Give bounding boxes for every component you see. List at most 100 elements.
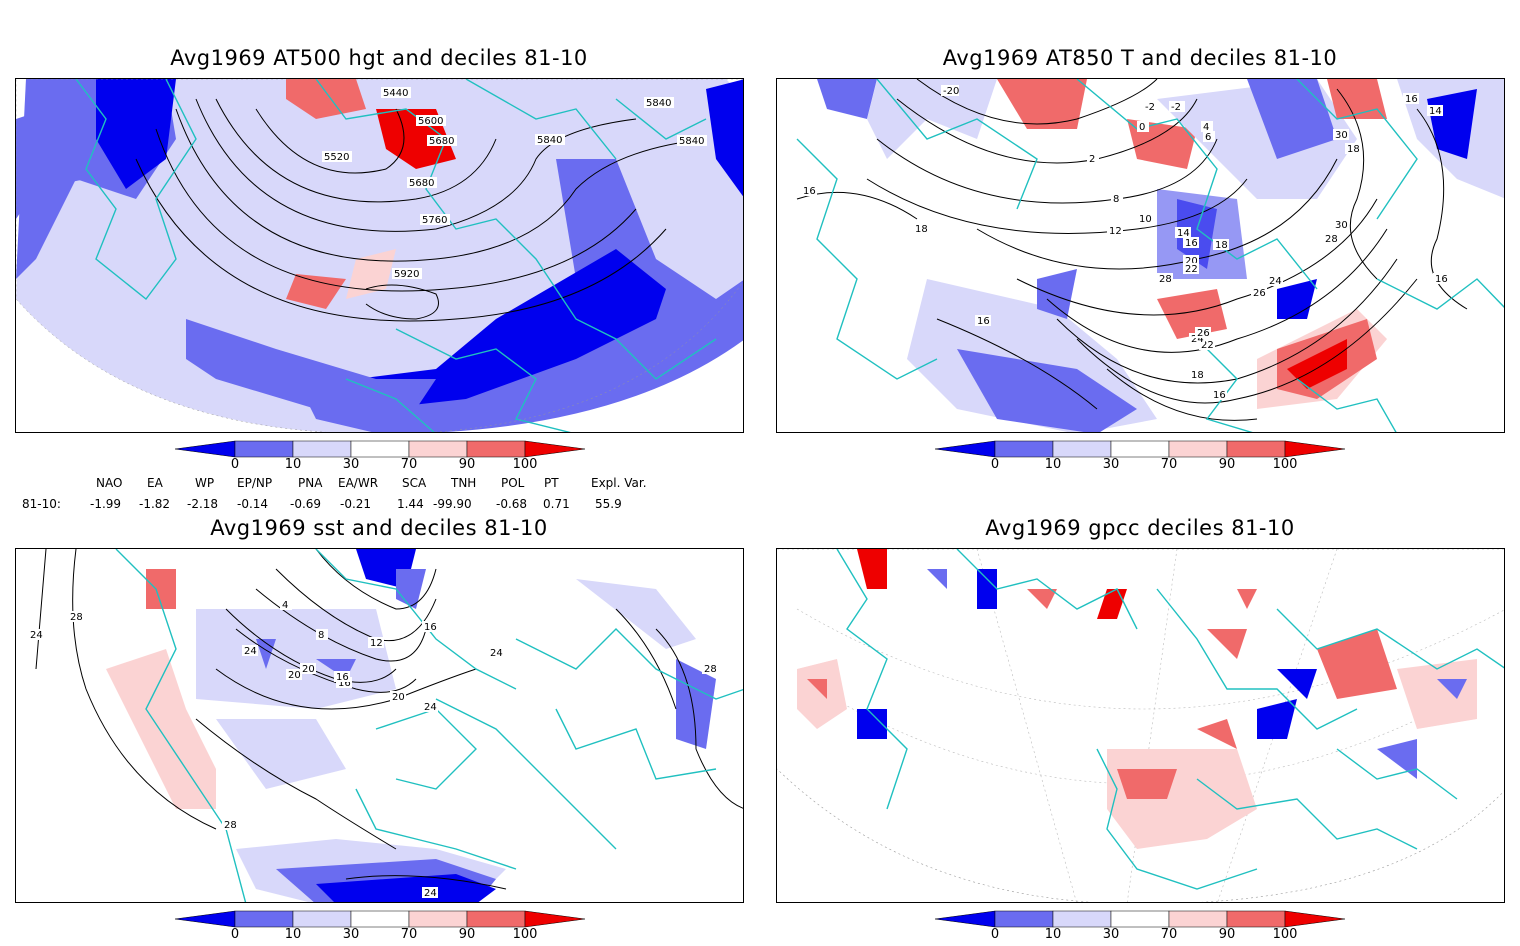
idx-value-pna: -0.69 (290, 497, 322, 511)
idx-header-nao: NAO (96, 476, 123, 490)
p3-label-4: 16 (338, 678, 351, 689)
p2-label-31: 14 (1429, 106, 1442, 117)
cb1-tick-2: 30 (342, 457, 360, 472)
p1-label-8: 5760 (422, 215, 447, 226)
p1-label-9: 5920 (394, 269, 419, 280)
p3-label-11: 24 (490, 648, 503, 659)
p2-label-3: 0 (1139, 122, 1145, 133)
cb2-tick-3: 70 (1160, 457, 1178, 472)
p3-label-14: 28 (704, 664, 717, 675)
cb4-tick-4: 90 (1218, 927, 1236, 942)
map-panel-4 (776, 548, 1505, 903)
cb2-tick-1: 10 (1044, 457, 1062, 472)
p2-label-23: 26 (1253, 288, 1266, 299)
idx-value-eawr: -0.21 (340, 497, 372, 511)
p3-label-10: 24 (424, 702, 437, 713)
idx-header-eawr: EA/WR (338, 476, 379, 490)
p2-label-1: -2 (1145, 102, 1155, 113)
cb1-tick-1: 10 (284, 457, 302, 472)
p2-label-16: 16 (1213, 390, 1226, 401)
cb2-tick-4: 90 (1218, 457, 1236, 472)
idx-value-wp: -2.18 (187, 497, 219, 511)
cb2-tick-2: 30 (1102, 457, 1120, 472)
p3-label-15: 20 (302, 664, 315, 675)
map-2-canvas: -20 -2 -2 0 2 4 6 8 10 12 14 16 18 18 16… (777, 79, 1504, 432)
cb3-tick-4: 90 (458, 927, 476, 942)
idx-value-ea: -1.82 (139, 497, 171, 511)
cb1-tick-5: 100 (512, 457, 538, 472)
cb1-tick-3: 70 (400, 457, 418, 472)
idx-header-pt: PT (544, 476, 559, 490)
p2-label-0: -20 (943, 86, 959, 97)
idx-value-expl-var: 55.9 (595, 497, 622, 511)
p2-label-17: 18 (1191, 370, 1204, 381)
panel4-title: Avg1969 gpcc deciles 81-10 (985, 516, 1295, 540)
cb4-tick-2: 30 (1102, 927, 1120, 942)
p2-label-29: 18 (1347, 144, 1360, 155)
colorbar-2: 0 10 30 70 90 100 (935, 440, 1355, 476)
p3-label-6: 8 (318, 630, 324, 641)
panel2-title: Avg1969 AT850 T and deciles 81-10 (942, 46, 1338, 70)
p3-label-7: 4 (282, 600, 288, 611)
cb2-tick-0: 0 (990, 457, 1000, 472)
cb3-tick-3: 70 (400, 927, 418, 942)
p1-label-5: 5840 (537, 135, 562, 146)
cb4-tick-3: 70 (1160, 927, 1178, 942)
map-1-canvas: 5440 5600 5520 5680 5680 5840 5840 5840 … (16, 79, 743, 432)
idx-header-wp: WP (195, 476, 215, 490)
p2-label-27: 30 (1335, 130, 1348, 141)
p3-label-16: 16 (336, 672, 349, 683)
p2-label-28: 30 (1335, 220, 1348, 231)
p2-label-15: 16 (977, 316, 990, 327)
p2-label-12: 18 (915, 224, 928, 235)
p3-label-13: 24 (424, 888, 437, 899)
colorbar-4: 0 10 30 70 90 100 (935, 910, 1355, 946)
map-panel-3: 24 28 24 20 16 12 8 4 16 20 24 24 28 24 … (15, 548, 744, 903)
p2-label-8: 10 (1139, 214, 1152, 225)
idx-header-expl-var: Expl. Var. (591, 476, 647, 490)
p2-label-24: 26 (1197, 328, 1210, 339)
map-panel-2: -20 -2 -2 0 2 4 6 8 10 12 14 16 18 18 16… (776, 78, 1505, 433)
p3-label-12: 28 (224, 820, 237, 831)
p3-label-9: 20 (392, 692, 405, 703)
p2-label-11: 16 (1185, 238, 1198, 249)
cb2-tick-5: 100 (1272, 457, 1298, 472)
p2-label-10: 14 (1177, 228, 1190, 239)
p2-label-2: -2 (1171, 102, 1181, 113)
cb4-tick-0: 0 (990, 927, 1000, 942)
p2-label-13: 18 (1215, 240, 1228, 251)
idx-header-pol: POL (501, 476, 525, 490)
panel3-title: Avg1969 sst and deciles 81-10 (210, 516, 548, 540)
idx-header-ea: EA (147, 476, 163, 490)
p2-label-4: 2 (1089, 154, 1095, 165)
p2-label-7: 8 (1113, 194, 1119, 205)
p2-label-14: 16 (803, 186, 816, 197)
cb4-tick-1: 10 (1044, 927, 1062, 942)
idx-value-sca: 1.44 (397, 497, 424, 511)
p3-label-1: 28 (70, 612, 83, 623)
cb3-tick-5: 100 (512, 927, 538, 942)
p1-label-7: 5840 (679, 136, 704, 147)
p2-label-26: 28 (1325, 234, 1338, 245)
cb3-tick-1: 10 (284, 927, 302, 942)
p2-label-30: 16 (1405, 94, 1418, 105)
p3-label-3: 20 (288, 670, 301, 681)
p2-label-25: 28 (1159, 274, 1172, 285)
p2-label-19: 22 (1185, 264, 1198, 275)
p1-label-0: 5440 (383, 88, 408, 99)
idx-header-tnh: TNH (451, 476, 477, 490)
idx-value-tnh: -99.90 (433, 497, 472, 511)
map-4-canvas (777, 549, 1504, 902)
p1-label-6: 5840 (646, 98, 671, 109)
cb3-tick-0: 0 (230, 927, 240, 942)
p2-label-18: 20 (1185, 256, 1198, 267)
map-panel-1: 5440 5600 5520 5680 5680 5840 5840 5840 … (15, 78, 744, 433)
colorbar-3: 0 10 30 70 90 100 (175, 910, 595, 946)
p2-label-32: 16 (1435, 274, 1448, 285)
p2-label-22: 24 (1191, 334, 1204, 345)
p2-label-20: 22 (1201, 340, 1214, 351)
p1-label-1: 5600 (418, 116, 443, 127)
panel1-title: Avg1969 AT500 hgt and deciles 81-10 (170, 46, 588, 70)
p3-label-5: 12 (370, 638, 383, 649)
idx-header-pna: PNA (298, 476, 323, 490)
